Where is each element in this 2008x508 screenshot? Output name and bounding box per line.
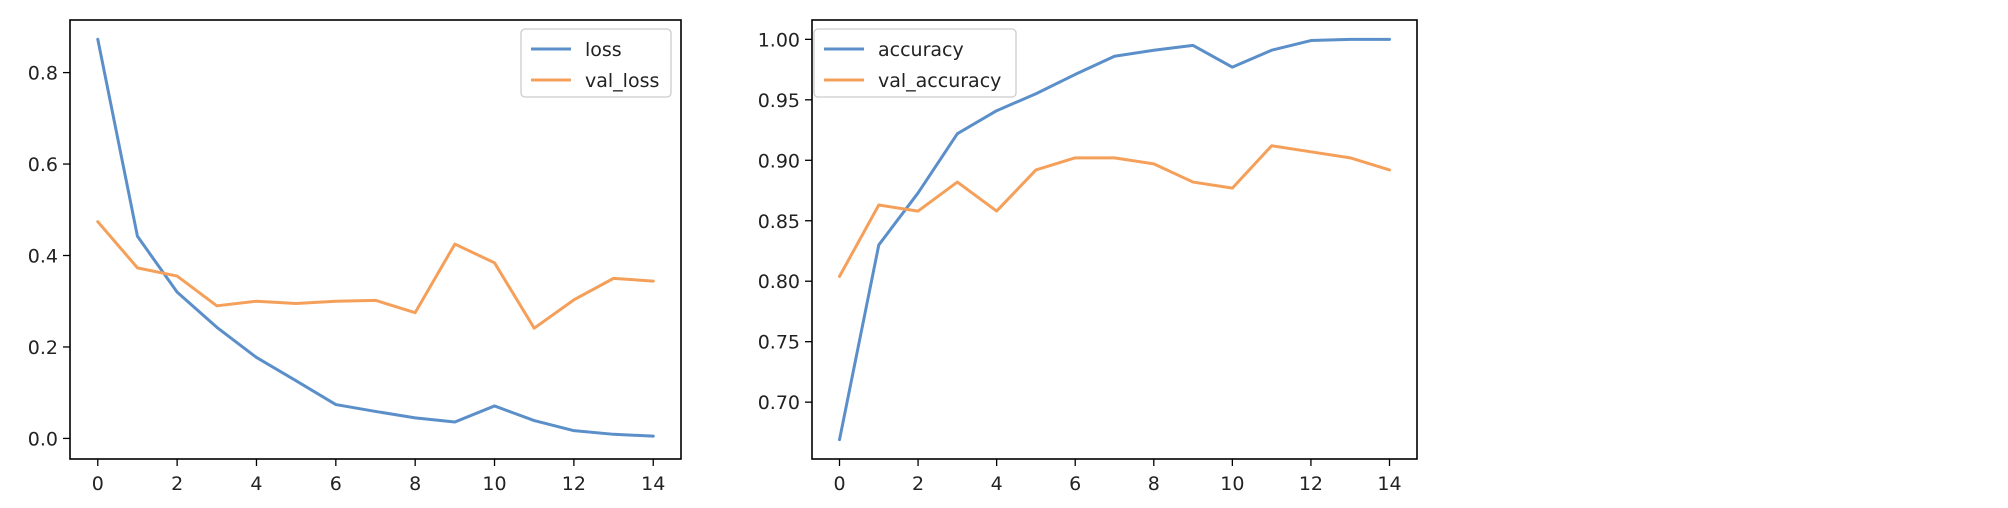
- series-line-val-accuracy: [838, 144, 1391, 278]
- x-tick-label: 6: [330, 473, 342, 495]
- x-tick-label: 2: [912, 473, 924, 495]
- y-tick-label: 0.85: [758, 211, 800, 233]
- series-line-accuracy: [838, 37, 1391, 442]
- series-line-val-loss: [96, 220, 655, 330]
- x-tick-label: 6: [1069, 473, 1081, 495]
- y-tick-label: 0.80: [758, 271, 800, 293]
- y-tick-label: 0.75: [758, 332, 800, 354]
- x-tick-label: 4: [991, 473, 1003, 495]
- y-tick-label: 0.0: [28, 428, 58, 450]
- x-tick-label: 0: [833, 473, 845, 495]
- x-tick-label: 8: [409, 473, 421, 495]
- legend-label: accuracy: [878, 39, 964, 61]
- x-tick-label: 14: [1377, 473, 1401, 495]
- y-tick-label: 0.95: [758, 90, 800, 112]
- accuracy-chart: 0 2 4 6 8 10 12 14 0.70 0.75 0.80 0.85 0.90 0.95 1.00 a…: [758, 19, 1418, 495]
- x-tick-label: 0: [92, 473, 104, 495]
- y-tick-label: 0.2: [28, 337, 58, 359]
- y-tick-label: 0.70: [758, 392, 800, 414]
- legend-label: val_loss: [585, 70, 659, 92]
- x-tick-label: 12: [562, 473, 586, 495]
- axes-frame: [811, 19, 1418, 460]
- x-tick-label: 14: [641, 473, 665, 495]
- x-tick-label: 4: [250, 473, 262, 495]
- y-tick-label: 1.00: [758, 29, 800, 51]
- legend-box: [813, 28, 1017, 98]
- y-tick-label: 0.6: [28, 154, 58, 176]
- y-tick-label: 0.8: [28, 63, 58, 85]
- x-tick-label: 10: [482, 473, 506, 495]
- legend-label: val_accuracy: [878, 70, 1001, 92]
- x-tick-label: 12: [1299, 473, 1323, 495]
- loss-chart: 0 2 4 6 8 10 12 14 0.0 0.2 0.4 0.6 0.8 loss val_loss: [28, 19, 682, 495]
- axes-frame: [69, 19, 682, 460]
- legend-label: loss: [585, 39, 622, 61]
- y-tick-label: 0.90: [758, 150, 800, 172]
- x-tick-label: 10: [1220, 473, 1244, 495]
- legend: accuracy val_accuracy: [813, 28, 1017, 98]
- x-tick-label: 2: [171, 473, 183, 495]
- x-tick-label: 8: [1148, 473, 1160, 495]
- legend: loss val_loss: [520, 28, 672, 98]
- series-line-loss: [96, 37, 655, 438]
- y-tick-label: 0.4: [28, 246, 58, 268]
